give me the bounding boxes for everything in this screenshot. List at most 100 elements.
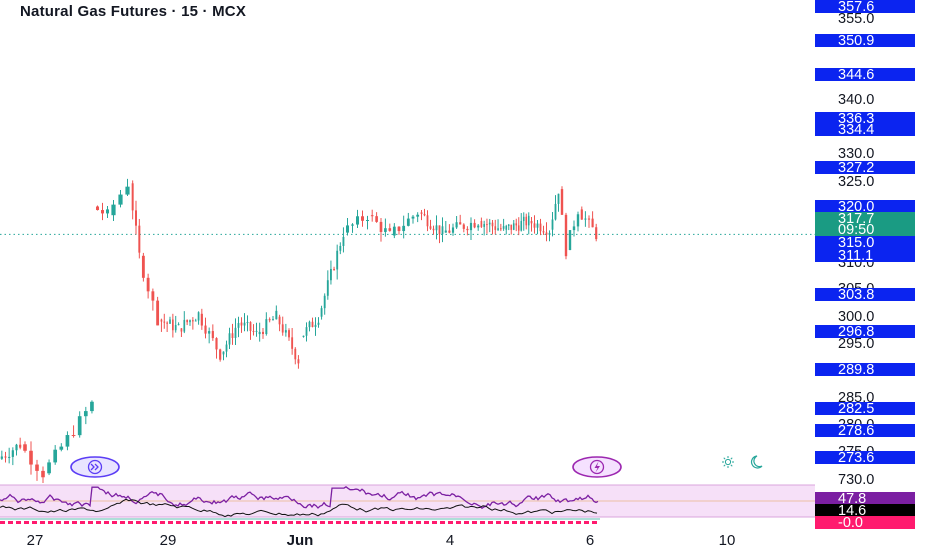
indicator-label-box xyxy=(815,492,915,505)
badge-bolt xyxy=(594,461,600,473)
candle-body xyxy=(246,322,249,324)
price-label-box xyxy=(815,200,915,213)
sun-ray xyxy=(730,457,733,460)
histogram-bar xyxy=(544,521,549,524)
badge-chevrons xyxy=(90,463,99,471)
price-axis-labels: 357.6350.9344.6336.3334.4327.2320.0317.7… xyxy=(815,0,915,466)
histogram-bar xyxy=(496,521,501,524)
price-label-box xyxy=(815,68,915,81)
time-axis-label: 6 xyxy=(586,532,594,549)
histogram-bar xyxy=(288,521,293,524)
candle-body xyxy=(388,228,392,231)
candle-body xyxy=(169,319,171,324)
candle-body xyxy=(281,324,284,333)
indicator-label-text: 14.6 xyxy=(838,503,866,519)
indicator-label-text: 47.8 xyxy=(838,491,866,507)
candle-body xyxy=(469,222,473,231)
candle-body xyxy=(375,216,378,222)
price-label-text: 289.8 xyxy=(838,362,874,378)
candle-body xyxy=(302,335,305,337)
candle-body xyxy=(392,226,396,236)
candlestick-series xyxy=(0,178,598,484)
price-label-text: 311.1 xyxy=(838,248,873,264)
candle-body xyxy=(435,225,438,231)
candle-body xyxy=(166,322,168,324)
histogram-bar xyxy=(120,521,125,524)
candle-body xyxy=(186,319,188,323)
histogram-bar xyxy=(512,521,517,524)
candle-body xyxy=(96,206,99,211)
candle-body xyxy=(551,219,554,230)
price-label-box xyxy=(815,112,915,125)
candle-body xyxy=(497,228,499,230)
lightning-icon[interactable] xyxy=(572,456,622,478)
time-axis: 27 29 Jun 4 6 10 xyxy=(27,532,736,549)
candle-body xyxy=(473,222,476,228)
candle-body xyxy=(262,331,264,335)
price-label-text: 334.4 xyxy=(838,122,874,138)
time-axis-label: Jun xyxy=(287,532,314,549)
histogram-bar xyxy=(96,521,101,524)
candle-body xyxy=(11,450,14,457)
histogram-bar xyxy=(232,521,237,524)
candle-body xyxy=(480,221,483,227)
candle-body xyxy=(268,319,271,321)
histogram-bar xyxy=(384,521,389,524)
histogram-bar xyxy=(400,521,405,524)
candle-body xyxy=(41,470,45,478)
price-label-text: 327.2 xyxy=(838,160,874,176)
histogram-bar xyxy=(208,521,213,524)
price-tick-label: 295.0 xyxy=(838,336,874,352)
candle-body xyxy=(71,435,76,437)
candle-body xyxy=(23,444,27,451)
indicator-label-box xyxy=(815,516,915,529)
histogram-bar xyxy=(192,521,197,524)
candle-body xyxy=(265,319,268,335)
chart-title: Natural Gas Futures · 15 · MCX xyxy=(20,3,247,20)
candle-body xyxy=(441,226,444,235)
candle-body xyxy=(249,322,252,331)
histogram-bar xyxy=(536,521,541,524)
candle-body xyxy=(587,218,591,220)
sun-moon-icon[interactable] xyxy=(722,455,763,469)
price-label-box xyxy=(815,402,915,415)
candle-body xyxy=(225,344,228,352)
histogram-bar xyxy=(312,521,317,524)
candle-body xyxy=(411,216,415,219)
candle-body xyxy=(305,327,308,336)
candle-body xyxy=(252,330,255,332)
histogram-bar xyxy=(16,521,21,524)
candle-body xyxy=(406,218,410,226)
sun-core xyxy=(724,458,732,466)
histogram-bar xyxy=(80,521,85,524)
candle-body xyxy=(462,224,465,229)
price-label-box xyxy=(815,0,915,13)
candle-body xyxy=(459,222,462,225)
histogram-bar xyxy=(488,521,493,524)
histogram-bar xyxy=(144,521,149,524)
histogram-bar xyxy=(256,521,261,524)
histogram-bar xyxy=(576,521,581,524)
candle-body xyxy=(317,322,320,325)
price-label-box xyxy=(815,212,915,225)
candle-body xyxy=(141,255,145,278)
sun-ray xyxy=(730,464,733,467)
rsi-line xyxy=(0,486,599,510)
time-axis-label: 4 xyxy=(446,532,454,549)
histogram-bar xyxy=(568,521,573,524)
price-label-text: 273.6 xyxy=(838,450,874,466)
candle-body xyxy=(402,225,406,232)
price-tick-label: 340.0 xyxy=(838,92,874,108)
candle-body xyxy=(125,186,130,195)
forward-double-arrow-icon[interactable] xyxy=(70,456,120,478)
histogram-bar xyxy=(160,521,165,524)
candle-body xyxy=(200,313,203,326)
histogram-bar xyxy=(112,521,117,524)
candle-body xyxy=(278,316,281,325)
candle-body xyxy=(536,223,539,228)
candle-body xyxy=(432,228,435,231)
histogram-bar xyxy=(416,521,421,524)
candle-body xyxy=(522,216,525,222)
histogram-bar xyxy=(88,521,93,524)
